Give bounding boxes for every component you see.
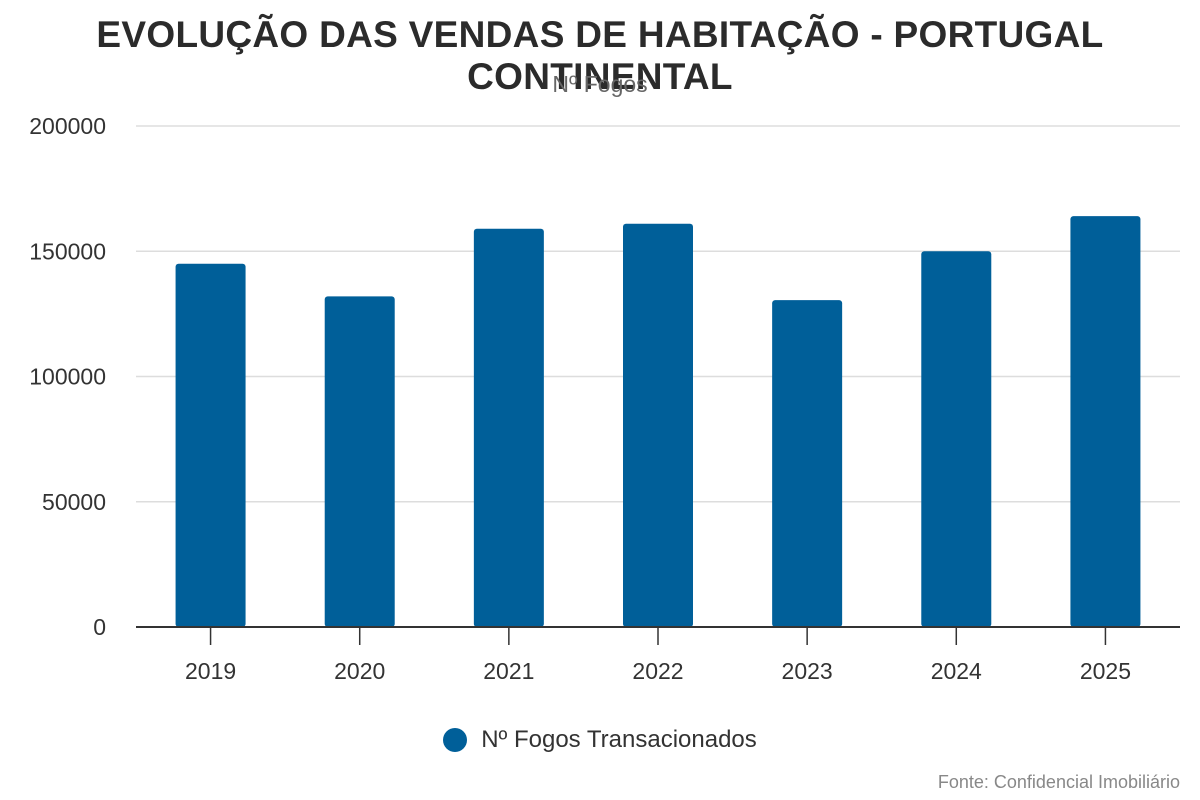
bars xyxy=(175,216,1141,627)
bar xyxy=(175,263,246,627)
x-tick-label: 2020 xyxy=(334,658,385,684)
bar xyxy=(324,296,395,627)
y-tick-label: 0 xyxy=(93,614,106,640)
bar xyxy=(473,228,544,627)
legend: Nº Fogos Transacionados xyxy=(0,726,1200,754)
y-tick-label: 200000 xyxy=(29,113,106,139)
x-tick-label: 2025 xyxy=(1080,658,1131,684)
x-tick-label: 2024 xyxy=(931,658,982,684)
x-tick-label: 2023 xyxy=(782,658,833,684)
y-tick-label: 50000 xyxy=(42,489,106,515)
bar xyxy=(623,223,693,627)
chart-title: EVOLUÇÃO DAS VENDAS DE HABITAÇÃO - PORTU… xyxy=(96,14,1104,97)
y-axis-ticks: 0 50000 100000 150000 200000 xyxy=(29,113,106,640)
chart-subtitle: Nº Fogos xyxy=(552,71,648,97)
source-note: Fonte: Confidencial Imobiliário xyxy=(937,772,1180,792)
bar-chart: 0 50000 100000 150000 200000 2019 2020 2021 202… xyxy=(29,113,1180,684)
bar xyxy=(772,300,843,627)
bar xyxy=(921,251,992,627)
legend-label: Nº Fogos Transacionados xyxy=(481,726,757,753)
x-tick-label: 2021 xyxy=(483,658,534,684)
legend-swatch-icon xyxy=(443,728,468,752)
y-tick-label: 150000 xyxy=(29,238,106,264)
x-axis: 2019 2020 2021 2022 2023 2024 2025 xyxy=(136,626,1180,684)
y-tick-label: 100000 xyxy=(29,364,106,390)
x-tick-label: 2019 xyxy=(185,658,236,684)
x-tick-label: 2022 xyxy=(632,658,683,684)
bar xyxy=(1070,216,1141,627)
